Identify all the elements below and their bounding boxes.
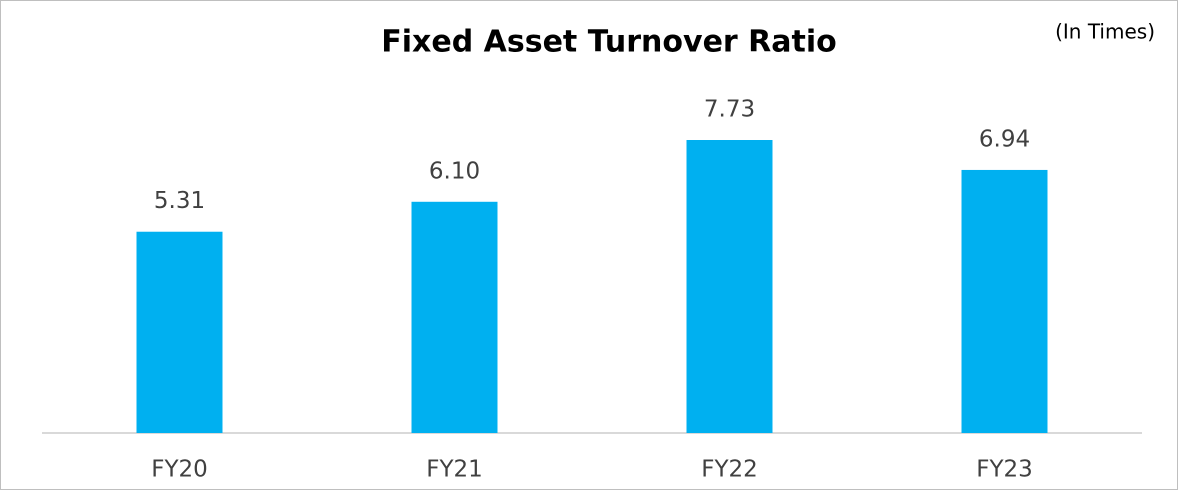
value-label: 6.10 [429, 158, 480, 184]
chart-title: Fixed Asset Turnover Ratio [381, 25, 836, 60]
x-tick-label: FY20 [151, 457, 208, 483]
bar [136, 231, 223, 433]
bar [961, 169, 1048, 433]
chart-subtitle: (In Times) [1055, 20, 1155, 44]
value-label: 6.94 [979, 126, 1030, 152]
value-label: 5.31 [154, 188, 205, 214]
value-label: 7.73 [704, 97, 755, 123]
x-tick-label: FY22 [701, 457, 758, 483]
x-tick-label: FY23 [976, 457, 1033, 483]
bar [411, 201, 498, 433]
x-tick-label: FY21 [426, 457, 483, 483]
bar [686, 140, 773, 433]
